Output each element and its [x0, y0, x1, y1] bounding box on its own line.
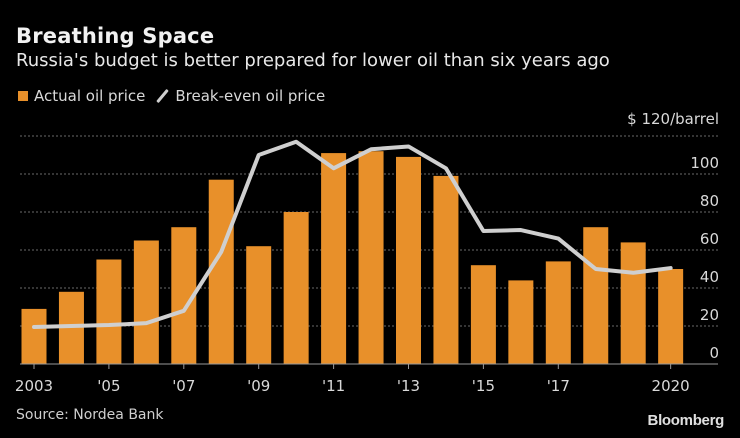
y-tick-label: 80 [700, 192, 719, 210]
bar-2020 [658, 269, 684, 364]
bar-2016 [508, 280, 534, 364]
bar-2018 [583, 227, 609, 364]
bar-2008 [208, 179, 234, 364]
x-tick-label: '07 [172, 377, 195, 395]
bar-2012 [358, 151, 384, 364]
x-tick-label: '13 [397, 377, 420, 395]
x-tick-label: 2020 [652, 377, 690, 395]
legend: Actual oil price Break-even oil price [18, 87, 325, 105]
x-axis [20, 363, 718, 369]
legend-label-actual: Actual oil price [34, 87, 146, 105]
line-series-breakeven [32, 139, 673, 329]
source-note: Source: Nordea Bank [16, 407, 164, 423]
x-tick-label: '15 [472, 377, 495, 395]
bar-2003 [21, 308, 47, 364]
legend-item-actual: Actual oil price [18, 87, 145, 105]
bar-2011 [321, 153, 347, 364]
legend-item-breakeven: Break-even oil price [145, 87, 325, 105]
y-tick-label: 60 [700, 230, 719, 248]
legend-label-breakeven: Break-even oil price [175, 87, 326, 105]
chart-title: Breathing Space [16, 24, 215, 48]
x-tick-label: '17 [547, 377, 570, 395]
x-axis-labels: 2003 '05 '07 '09 '11 '13 '15 '17 2020 [15, 377, 690, 395]
bar-2006 [133, 240, 159, 364]
bar-series-actual [21, 151, 684, 364]
square-swatch-icon [18, 91, 28, 101]
x-tick-label: '09 [247, 377, 270, 395]
y-tick-label: 100 [690, 154, 719, 172]
breakeven-line [32, 139, 673, 329]
bar-2013 [396, 156, 421, 364]
chart-subtitle: Russia's budget is better prepared for l… [16, 50, 610, 71]
x-tick-label: '11 [322, 377, 345, 395]
bar-2017 [545, 261, 571, 364]
bar-2005 [96, 259, 122, 364]
y-tick-label: 20 [700, 306, 719, 324]
bar-2015 [470, 265, 496, 364]
y-tick-label: $ 120/barrel [627, 110, 719, 128]
x-tick-label: 2003 [15, 377, 53, 395]
y-tick-label: 40 [700, 268, 719, 286]
bar-2009 [246, 246, 272, 364]
bar-2014 [433, 175, 459, 364]
y-tick-label: 0 [709, 344, 719, 362]
bloomberg-logo: Bloomberg [647, 412, 725, 429]
y-axis-labels: 0 20 40 60 80 100 $ 120/barrel [627, 110, 719, 362]
bar-2019 [620, 242, 646, 364]
x-tick-label: '05 [97, 377, 120, 395]
bar-2010 [283, 212, 309, 364]
